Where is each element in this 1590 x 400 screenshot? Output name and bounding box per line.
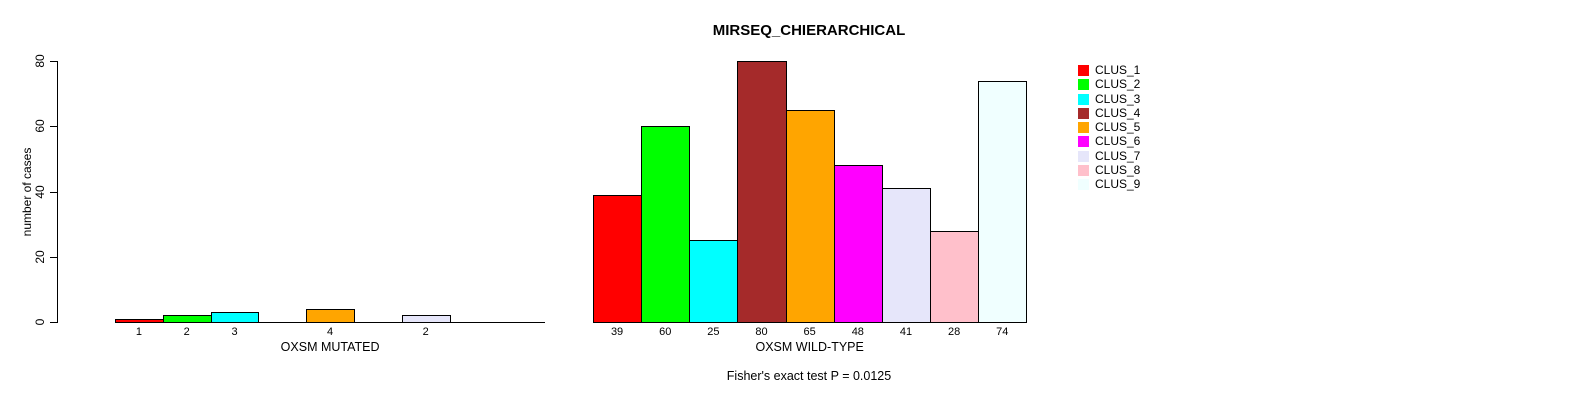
y-axis-line [57,61,58,323]
legend-label: CLUS_9 [1095,177,1141,191]
bar-value-label: 1 [135,326,142,338]
bar-value-label: 80 [755,326,768,338]
legend-label: CLUS_6 [1095,134,1141,149]
legend-swatch-clus-9 [1078,179,1089,190]
bar-oxsm-wild-type-clus-1 [593,195,642,323]
y-tick-label: 80 [33,54,47,68]
legend-swatch-clus-2 [1078,79,1089,91]
bar-oxsm-mutated-clus-5 [306,309,355,323]
legend-swatch-clus-1 [1078,65,1089,76]
bar-value-label: 60 [659,326,672,338]
bar-oxsm-wild-type-clus-7 [882,188,931,323]
y-tick-mark [50,61,57,62]
x-axis-title-oxsm-mutated: OXSM MUTATED [280,340,380,354]
y-tick-label: 20 [33,250,47,264]
y-tick-mark [50,126,57,127]
y-tick-label: 60 [33,119,47,133]
legend-swatch-clus-5 [1078,122,1089,133]
bar-oxsm-mutated-clus-1 [115,319,164,323]
bar-oxsm-wild-type-clus-9 [978,81,1027,323]
legend-swatch-clus-8 [1078,164,1089,176]
legend-label: CLUS_5 [1095,120,1141,134]
legend-label: CLUS_3 [1095,91,1141,106]
bar-oxsm-mutated-clus-3 [211,312,259,323]
legend-label: CLUS_4 [1095,105,1141,120]
bar-oxsm-mutated-clus-2 [163,315,212,323]
bar-value-label: 2 [183,326,190,338]
legend-swatch-clus-6 [1078,136,1089,148]
bar-value-label: 48 [851,326,864,338]
y-tick-mark [50,192,57,193]
bar-oxsm-wild-type-clus-8 [930,231,979,323]
bar-value-label: 74 [996,326,1009,338]
x-axis-title-oxsm-wild-type: OXSM WILD-TYPE [755,340,864,354]
legend-label: CLUS_8 [1095,162,1141,177]
bar-oxsm-wild-type-clus-4 [737,61,787,323]
legend-swatch-clus-4 [1078,107,1089,119]
bar-value-label: 41 [899,326,913,338]
legend-label: CLUS_2 [1095,77,1141,92]
y-tick-label: 40 [33,185,47,199]
bar-value-label: 3 [231,326,238,338]
y-tick-label: 0 [33,318,47,326]
bar-value-label: 39 [610,326,624,338]
y-tick-mark [50,322,57,323]
bar-value-label: 2 [422,326,429,338]
bar-value-label: 65 [803,326,816,338]
legend-label: CLUS_1 [1095,63,1141,77]
y-axis-title: number of cases [20,147,34,237]
bar-value-label: 4 [327,326,334,338]
bar-oxsm-wild-type-clus-5 [786,110,835,323]
legend-swatch-clus-3 [1078,93,1089,105]
y-tick-mark [50,257,57,258]
chart-title: MIRSEQ_CHIERARCHICAL [712,22,906,39]
legend-label: CLUS_7 [1095,148,1141,163]
annotation-fisher-test: Fisher's exact test P = 0.0125 [726,369,892,383]
bar-oxsm-mutated-clus-7 [402,315,451,323]
bar-oxsm-wild-type-clus-2 [641,126,690,323]
bar-oxsm-wild-type-clus-6 [834,165,883,323]
bar-oxsm-wild-type-clus-3 [689,240,738,323]
legend-swatch-clus-7 [1078,150,1089,162]
bar-value-label: 25 [707,326,720,338]
bar-value-label: 28 [948,326,961,338]
